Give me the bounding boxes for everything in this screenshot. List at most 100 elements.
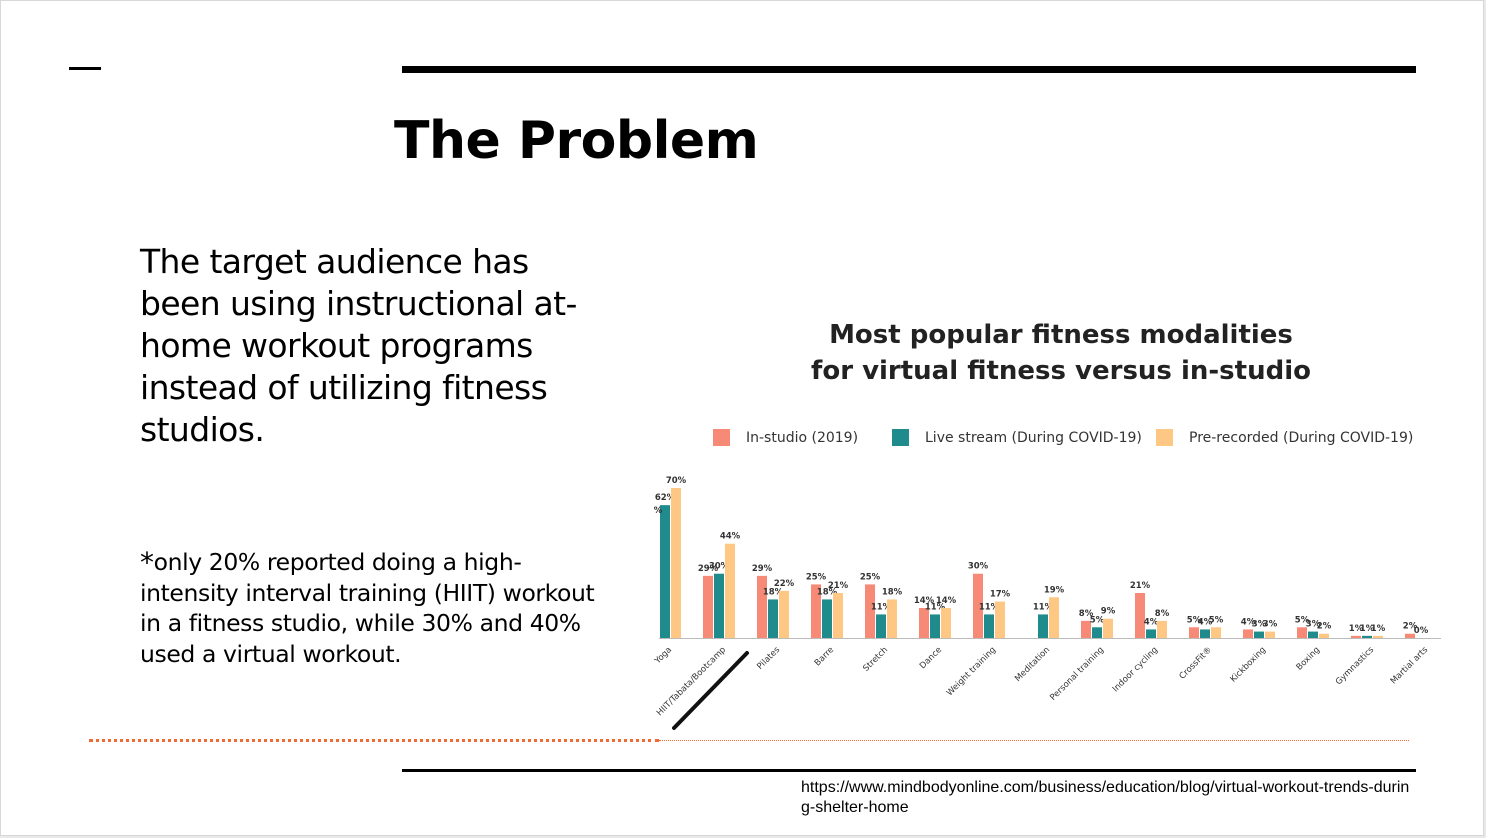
top-left-dash [69, 67, 101, 70]
bar-pilates-in-studio-2019 [757, 575, 767, 638]
data-label-kickboxing-in-studio-2019: 4% [1241, 617, 1256, 627]
bar-stretch-in-studio-2019 [865, 584, 875, 638]
bar-stretch-live-stream-during-covid-19 [876, 614, 886, 638]
data-label-yoga-partial: % [654, 506, 663, 516]
bar-kickboxing-pre-recorded-during-covid-19 [1265, 631, 1275, 638]
bar-kickboxing-in-studio-2019 [1243, 629, 1253, 638]
bar-gymnastics-in-studio-2019 [1351, 635, 1361, 638]
data-label-weight-training-in-studio-2019: 30% [968, 562, 989, 572]
data-label-dance-in-studio-2019: 14% [914, 596, 935, 606]
tick-label-kickboxing: Kickboxing [1228, 645, 1268, 685]
data-label-indoor-cycling-pre-recorded-during-covid-19: 8% [1155, 609, 1170, 619]
data-label-boxing-pre-recorded-during-covid-19: 2% [1317, 622, 1332, 632]
bar-gymnastics-pre-recorded-during-covid-19 [1373, 635, 1383, 638]
data-label-martial-arts-live-stream-during-covid-19: 0% [1414, 626, 1429, 636]
tick-label-crossfit: CrossFit® [1178, 645, 1215, 682]
data-label-indoor-cycling-live-stream-during-covid-19: 4% [1144, 617, 1159, 627]
chart-title-line-2: for virtual fitness versus in-studio [811, 356, 1311, 386]
legend-label-pre-recorded-during-covid-19: Pre-recorded (During COVID-19) [1189, 430, 1413, 446]
bar-weight-training-in-studio-2019 [973, 573, 983, 638]
bar-indoor-cycling-live-stream-during-covid-19 [1146, 629, 1156, 638]
bar-pilates-live-stream-during-covid-19 [768, 599, 778, 638]
legend-swatch-live-stream-during-covid-19 [892, 429, 909, 446]
data-label-pilates-pre-recorded-during-covid-19: 22% [774, 579, 795, 589]
data-label-kickboxing-pre-recorded-during-covid-19: 3% [1263, 620, 1278, 630]
data-label-gymnastics-in-studio-2019: 1% [1349, 624, 1364, 634]
bar-personal-training-pre-recorded-during-covid-19 [1103, 618, 1113, 638]
bar-gymnastics-live-stream-during-covid-19 [1362, 635, 1372, 638]
data-label-dance-pre-recorded-during-covid-19: 14% [936, 596, 957, 606]
footnote: *only 20% reported doing a high-intensit… [140, 546, 610, 669]
chart-plot: 62%70%%Yoga29%30%44%HIIT/Tabata/Bootcamp… [652, 476, 1441, 730]
bar-pilates-pre-recorded-during-covid-19 [779, 590, 789, 638]
data-label-weight-training-pre-recorded-during-covid-19: 17% [990, 590, 1011, 600]
data-label-hiit-tabata-bootcamp-live-stream-during-covid-19: 30% [709, 562, 730, 572]
bar-indoor-cycling-in-studio-2019 [1135, 593, 1145, 638]
data-label-gymnastics-pre-recorded-during-covid-19: 1% [1371, 624, 1386, 634]
data-label-weight-training-live-stream-during-covid-19: 11% [979, 602, 1000, 612]
bar-boxing-live-stream-during-covid-19 [1308, 631, 1318, 638]
data-label-yoga-pre-recorded-during-covid-19: 70% [666, 476, 687, 486]
bar-yoga-live-stream-during-covid-19 [660, 505, 670, 638]
data-label-indoor-cycling-in-studio-2019: 21% [1130, 581, 1151, 591]
data-label-yoga-live-stream-during-covid-19: 62% [655, 493, 676, 503]
bar-hiit-tabata-bootcamp-live-stream-during-covid-19 [714, 573, 724, 638]
legend-swatch-pre-recorded-during-covid-19 [1156, 429, 1173, 446]
data-label-boxing-in-studio-2019: 5% [1295, 615, 1310, 625]
bar-crossfit-live-stream-during-covid-19 [1200, 629, 1210, 638]
data-label-personal-training-in-studio-2019: 8% [1079, 609, 1094, 619]
data-label-barre-in-studio-2019: 25% [806, 572, 827, 582]
data-label-pilates-in-studio-2019: 29% [752, 564, 773, 574]
bar-martial-arts-in-studio-2019 [1405, 633, 1415, 638]
footnote-text: only 20% reported doing a high-intensity… [140, 548, 595, 668]
legend-label-live-stream-during-covid-19: Live stream (During COVID-19) [925, 430, 1142, 446]
data-label-crossfit-live-stream-during-covid-19: 4% [1198, 617, 1213, 627]
bar-weight-training-live-stream-during-covid-19 [984, 614, 994, 638]
data-label-gymnastics-live-stream-during-covid-19: 1% [1360, 624, 1375, 634]
bar-crossfit-pre-recorded-during-covid-19 [1211, 627, 1221, 638]
tick-label-indoor-cycling: Indoor cycling [1111, 645, 1160, 694]
dotted-divider-left [89, 739, 659, 746]
tick-label-barre: Barre [813, 645, 836, 668]
tick-label-pilates: Pilates [755, 645, 782, 672]
tick-label-stretch: Stretch [861, 645, 890, 674]
data-label-boxing-live-stream-during-covid-19: 3% [1306, 620, 1321, 630]
tick-label-dance: Dance [918, 645, 944, 671]
bottom-rule [402, 769, 1416, 772]
fitness-modalities-chart: Most popular fitness modalities for virt… [652, 320, 1441, 730]
bar-indoor-cycling-pre-recorded-during-covid-19 [1157, 620, 1167, 638]
bar-barre-in-studio-2019 [811, 584, 821, 638]
body-text: The target audience has been using instr… [140, 242, 577, 449]
data-label-dance-live-stream-during-covid-19: 11% [925, 602, 946, 612]
data-label-personal-training-pre-recorded-during-covid-19: 9% [1101, 607, 1116, 617]
bar-dance-live-stream-during-covid-19 [930, 614, 940, 638]
data-label-stretch-in-studio-2019: 25% [860, 572, 881, 582]
source-url: https://www.mindbodyonline.com/business/… [801, 779, 1410, 816]
data-label-meditation-live-stream-during-covid-19: 11% [1033, 602, 1054, 612]
footnote-star: * [140, 546, 154, 579]
data-label-pilates-live-stream-during-covid-19: 18% [763, 587, 784, 597]
top-rule [402, 66, 1416, 73]
data-label-meditation-pre-recorded-during-covid-19: 19% [1044, 585, 1065, 595]
bar-barre-pre-recorded-during-covid-19 [833, 593, 843, 638]
data-label-stretch-pre-recorded-during-covid-19: 18% [882, 587, 903, 597]
bar-weight-training-pre-recorded-during-covid-19 [995, 601, 1005, 638]
bar-meditation-pre-recorded-during-covid-19 [1049, 597, 1059, 638]
data-label-crossfit-pre-recorded-during-covid-19: 5% [1209, 615, 1224, 625]
slide-title: The Problem [394, 111, 759, 171]
data-label-crossfit-in-studio-2019: 5% [1187, 615, 1202, 625]
bar-hiit-tabata-bootcamp-pre-recorded-during-covid-19 [725, 543, 735, 638]
data-label-personal-training-live-stream-during-covid-19: 5% [1090, 615, 1105, 625]
data-label-barre-live-stream-during-covid-19: 18% [817, 587, 838, 597]
tick-label-meditation: Meditation [1013, 645, 1052, 684]
tick-label-boxing: Boxing [1295, 645, 1323, 673]
bar-hiit-tabata-bootcamp-in-studio-2019 [703, 575, 713, 638]
bar-kickboxing-live-stream-during-covid-19 [1254, 631, 1264, 638]
data-label-barre-pre-recorded-during-covid-19: 21% [828, 581, 849, 591]
tick-label-personal-training: Personal training [1048, 645, 1106, 703]
legend-label-in-studio-2019: In-studio (2019) [746, 430, 858, 446]
bar-barre-live-stream-during-covid-19 [822, 599, 832, 638]
bar-boxing-pre-recorded-during-covid-19 [1319, 633, 1329, 638]
tick-label-weight-training: Weight training [945, 645, 998, 698]
